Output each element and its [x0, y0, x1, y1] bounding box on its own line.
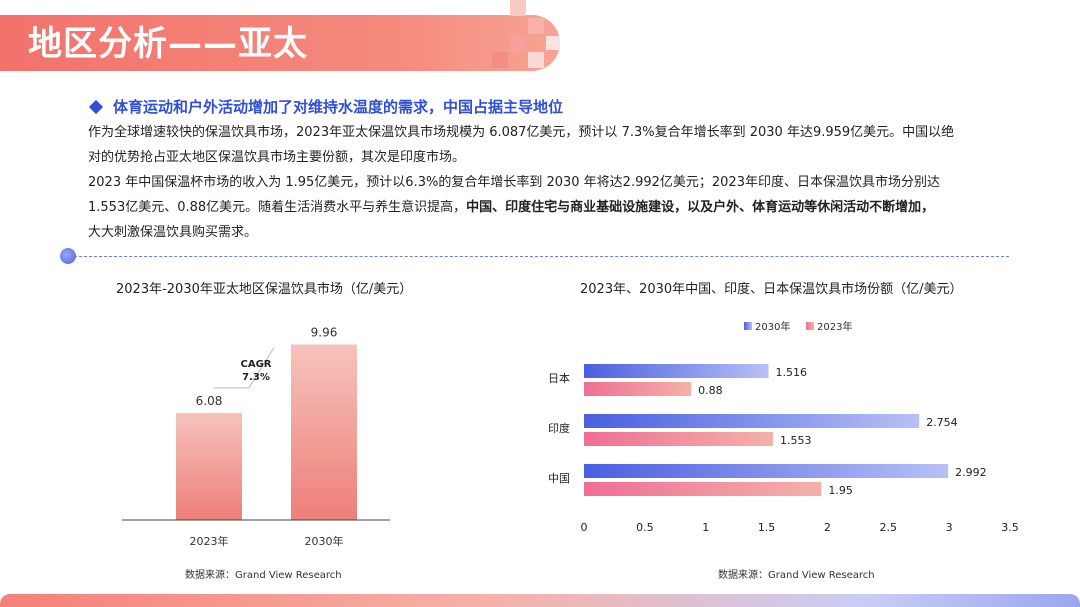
x-tick-label: 0.5 — [636, 521, 654, 534]
legend-label: 2023年 — [817, 320, 852, 333]
section-subtitle: 体育运动和户外活动增加了对维持水温度的需求，中国占据主导地位 — [113, 98, 564, 116]
bar — [176, 412, 242, 520]
footer-band — [0, 594, 1080, 607]
legend-swatch — [806, 322, 814, 330]
paragraph-line: 作为全球增速较快的保温饮具市场，2023年亚太保温饮具市场规模为 6.087亿美… — [88, 125, 955, 140]
paragraph-line: 大大刺激保温饮具购买需求。 — [88, 225, 258, 240]
y-category-label: 日本 — [548, 371, 570, 385]
diamond-bullet-icon — [88, 99, 104, 115]
header-band — [0, 15, 560, 71]
x-tick-label: 2.5 — [880, 521, 898, 534]
legend-label: 2030年 — [755, 320, 790, 333]
bar-value-label: 1.553 — [780, 434, 812, 447]
x-tick-label: 2 — [824, 521, 831, 534]
right-chart-title: 2023年、2030年中国、印度、日本保温饮具市场份额（亿/美元） — [580, 282, 963, 297]
cagr-label: CAGR — [241, 359, 272, 370]
bar-value-label: 2.754 — [926, 416, 958, 429]
bar-value-label: 9.96 — [311, 326, 338, 340]
paragraph-bold-text: 中国、印度住宅与商业基础设施建设，以及户外、体育运动等休闲活动不断增加， — [466, 200, 935, 215]
bar-value-label: 6.08 — [196, 394, 223, 408]
bar — [584, 414, 920, 428]
bar — [584, 464, 949, 478]
paragraph-line: 对的优势抢占亚太地区保温饮具市场主要份额，其次是印度市场。 — [88, 150, 466, 165]
y-category-label: 中国 — [548, 472, 570, 485]
bar — [584, 482, 822, 496]
legend-swatch — [744, 322, 752, 330]
right-chart-source: 数据来源：Grand View Research — [718, 570, 875, 581]
left-bar-chart: 6.08 2023年 9.96 2030年 CAGR 7.3% — [122, 326, 390, 548]
x-tick-label: 3 — [946, 521, 953, 534]
dashed-divider — [74, 256, 1009, 257]
x-tick-label: 0 — [581, 521, 588, 534]
bar — [584, 382, 692, 396]
bar — [584, 432, 774, 446]
x-tick-label: 1.5 — [758, 521, 776, 534]
x-tick-label: 2030年 — [305, 534, 344, 548]
bar-value-label: 1.516 — [776, 366, 808, 379]
bar-value-label: 1.95 — [828, 484, 853, 497]
bar — [584, 364, 769, 378]
page-title: 地区分析——亚太 — [28, 24, 308, 64]
cagr-leader-line — [214, 347, 275, 389]
y-category-label: 印度 — [548, 421, 570, 435]
paragraph-line: 2023 年中国保温杯市场的收入为 1.95亿美元，预计以6.3%的复合年增长率… — [88, 175, 940, 190]
x-tick-label: 3.5 — [1001, 521, 1019, 534]
bar — [291, 344, 357, 520]
divider-dot-icon — [60, 248, 76, 264]
left-chart-title: 2023年-2030年亚太地区保温饮具市场（亿/美元） — [116, 282, 413, 297]
paragraph-line: 1.553亿美元、0.88亿美元。随着生活消费水平与养生意识提高，中国、印度住宅… — [88, 196, 988, 221]
decorative-squares — [492, 0, 560, 68]
paragraph-text: 1.553亿美元、0.88亿美元。随着生活消费水平与养生意识提高， — [88, 200, 467, 215]
cagr-value: 7.3% — [242, 372, 270, 383]
x-tick-label: 1 — [702, 521, 709, 534]
left-chart-source: 数据来源：Grand View Research — [185, 570, 342, 581]
bar-value-label: 2.992 — [955, 466, 987, 479]
bar-value-label: 0.88 — [698, 384, 723, 397]
x-tick-label: 2023年 — [190, 534, 229, 548]
